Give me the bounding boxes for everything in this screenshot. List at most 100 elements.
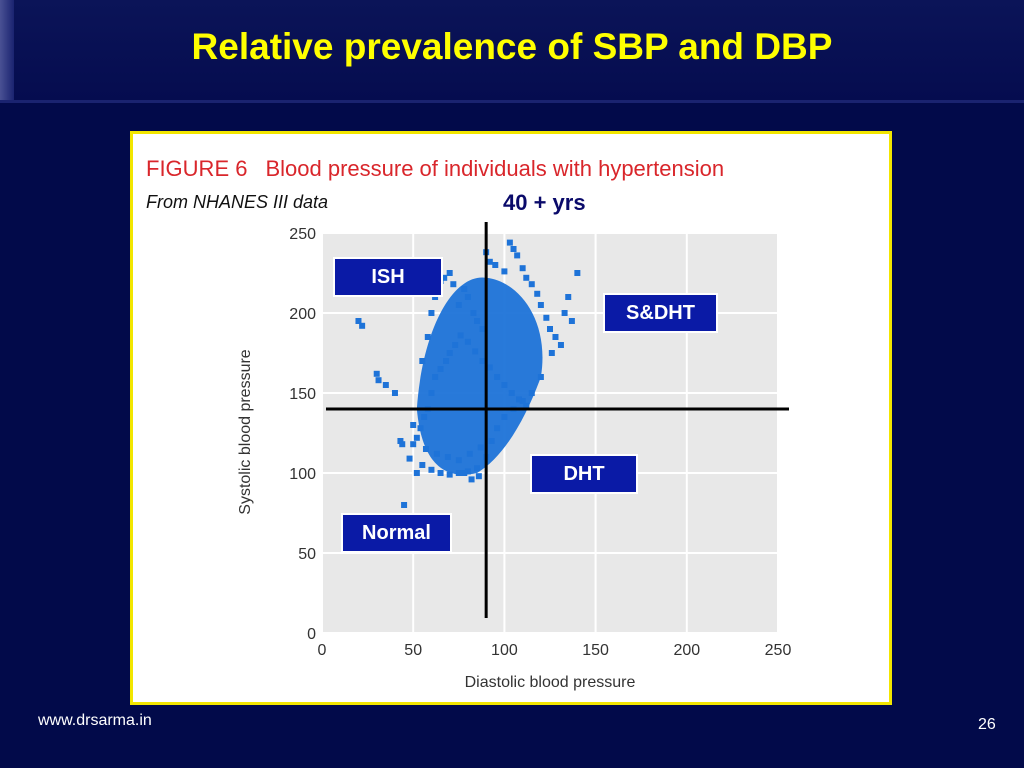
footer-url: www.drsarma.in: [38, 712, 152, 729]
data-point: [515, 396, 522, 403]
x-tick-label: 200: [673, 642, 700, 659]
data-point: [543, 314, 550, 321]
data-point: [401, 502, 408, 508]
dht-label: DHT: [530, 454, 638, 494]
data-point: [444, 454, 451, 460]
data-point: [474, 465, 481, 472]
data-point: [479, 326, 486, 332]
data-point: [417, 425, 424, 432]
data-point: [514, 252, 521, 259]
y-tick-label: 200: [289, 306, 316, 323]
data-point: [446, 471, 453, 478]
data-points: [355, 239, 581, 508]
x-tick-label: 250: [765, 642, 792, 659]
data-point: [432, 294, 439, 300]
data-point: [455, 302, 462, 308]
tick-labels: 0 50 100 150 200 250 0 50 100 150 200 250: [289, 226, 791, 659]
data-point: [472, 348, 479, 355]
data-point: [410, 441, 417, 448]
ish-label: ISH: [333, 257, 443, 297]
data-point: [528, 281, 535, 288]
data-point: [399, 441, 406, 448]
data-point: [437, 366, 444, 372]
data-point: [501, 382, 508, 388]
x-tick-label: 150: [582, 642, 609, 659]
slide-title: Relative prevalence of SBP and DBP: [191, 26, 833, 67]
figure-number: FIGURE 6: [146, 156, 248, 181]
data-point: [382, 382, 389, 388]
data-point: [547, 326, 553, 332]
data-point: [422, 446, 429, 452]
y-tick-label: 50: [298, 546, 316, 563]
point-cluster: [416, 277, 543, 475]
sdht-label: S&DHT: [603, 293, 718, 333]
data-point: [510, 246, 517, 252]
data-point: [523, 402, 530, 409]
data-point: [424, 334, 431, 340]
data-point: [486, 258, 493, 265]
data-point: [443, 358, 450, 364]
data-point: [450, 281, 457, 288]
data-point: [565, 294, 572, 300]
data-point: [373, 370, 380, 377]
x-axis-label: Diastolic blood pressure: [465, 674, 636, 691]
data-point: [452, 342, 459, 348]
data-point: [470, 310, 477, 316]
data-point: [494, 425, 501, 432]
data-point: [492, 262, 499, 268]
data-point: [488, 438, 495, 444]
threshold-lines: [326, 222, 789, 618]
data-point: [501, 268, 508, 275]
data-point: [479, 358, 486, 364]
data-point: [455, 457, 462, 464]
data-point: [391, 390, 398, 396]
data-point: [464, 294, 471, 300]
data-point: [446, 350, 453, 356]
data-point: [568, 318, 575, 324]
data-point: [457, 332, 464, 339]
data-point: [413, 470, 420, 476]
data-point: [486, 364, 493, 371]
data-point: [419, 462, 426, 468]
y-tick-label: 100: [289, 466, 316, 483]
figure-caption: FIGURE 6 Blood pressure of individuals wi…: [146, 156, 724, 182]
data-point: [441, 274, 448, 281]
data-point: [406, 455, 413, 462]
page-number: 26: [978, 716, 996, 733]
data-point: [537, 302, 544, 308]
data-point: [432, 374, 439, 380]
data-point: [528, 390, 535, 396]
data-point: [359, 322, 366, 329]
data-point: [355, 318, 362, 324]
data-point: [375, 377, 382, 384]
data-point: [428, 390, 435, 396]
data-point: [557, 342, 564, 348]
data-point: [421, 414, 428, 420]
data-point: [552, 334, 559, 340]
data-point: [519, 265, 526, 272]
figure-source: From NHANES III data: [146, 192, 329, 212]
normal-label: Normal: [341, 513, 452, 553]
figure-caption-text: Blood pressure of individuals with hyper…: [265, 156, 725, 181]
data-point: [494, 374, 501, 380]
data-point: [523, 274, 530, 281]
y-axis-label: Systolic blood pressure: [237, 349, 254, 515]
data-point: [455, 470, 462, 476]
y-tick-label: 150: [289, 386, 316, 403]
data-point: [428, 310, 435, 316]
data-point: [397, 438, 404, 444]
data-point: [437, 470, 444, 476]
data-point: [410, 422, 417, 428]
data-point: [468, 476, 475, 483]
age-group-label: 40 + yrs: [503, 190, 586, 215]
data-point: [446, 270, 453, 276]
title-bar: [0, 0, 1024, 103]
data-point: [466, 450, 473, 457]
data-point: [474, 318, 481, 324]
data-point: [477, 444, 484, 451]
data-point: [413, 434, 420, 441]
data-point: [461, 286, 468, 292]
data-point: [461, 470, 468, 476]
data-point: [519, 398, 526, 404]
